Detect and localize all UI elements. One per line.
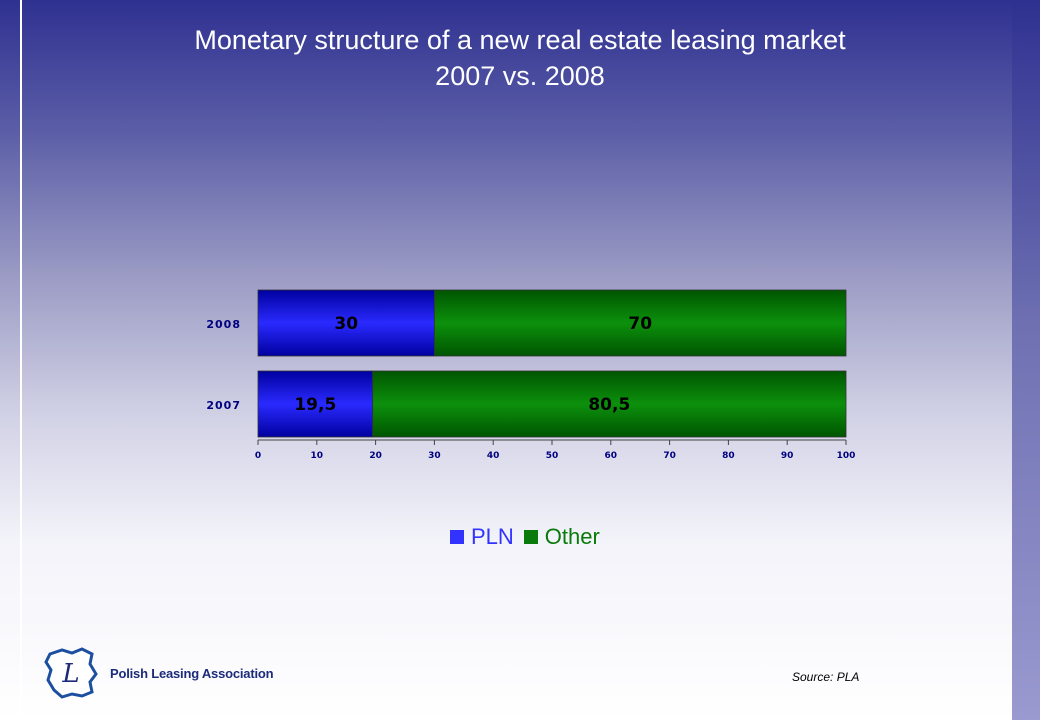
pla-logo: L Polish Leasing Association <box>42 644 274 702</box>
x-tick-label: 20 <box>369 451 382 461</box>
bar-label-pln-2008: 30 <box>334 314 358 334</box>
logo-text: Polish Leasing Association <box>110 665 274 681</box>
x-tick-label: 50 <box>546 451 559 461</box>
x-tick-label: 60 <box>605 451 618 461</box>
x-tick-label: 0 <box>255 451 261 461</box>
category-label-2008: 2008 <box>206 318 241 331</box>
logo-letter: L <box>61 659 79 689</box>
x-tick-label: 70 <box>663 451 676 461</box>
bar-other-2008 <box>433 289 847 357</box>
bar-label-other-2008: 70 <box>628 314 652 334</box>
bar-chart: 30 70 19,5 80,5 2008 2007 0 10 20 30 40 50 60 70 80 90… <box>206 289 856 461</box>
legend-swatch-pln <box>450 530 464 544</box>
chart-legend: PLN Other <box>450 524 610 550</box>
x-tick-label: 40 <box>487 451 500 461</box>
source-note: Source: PLA <box>792 670 860 684</box>
left-rule <box>20 0 22 720</box>
legend-label-pln: PLN <box>471 524 514 549</box>
legend-item-other: Other <box>523 524 600 550</box>
bar-label-other-2007: 80,5 <box>588 395 630 415</box>
x-tick-label: 100 <box>837 451 856 461</box>
x-tick-label: 10 <box>311 451 324 461</box>
bar-pln-2008 <box>257 289 435 357</box>
bar-label-pln-2007: 19,5 <box>294 395 336 415</box>
legend-swatch-other <box>523 530 538 544</box>
legend-label-other: Other <box>544 524 600 549</box>
bar-pln-2007 <box>257 370 374 438</box>
chart-title: Monetary structure of a new real estate … <box>60 22 980 94</box>
chart-title-line2: 2007 vs. 2008 <box>435 61 605 91</box>
x-tick-label: 90 <box>781 451 794 461</box>
right-band <box>1012 0 1040 720</box>
bar-other-2007 <box>372 370 847 438</box>
x-tick-label: 30 <box>428 451 441 461</box>
x-tick-label: 80 <box>722 451 735 461</box>
category-label-2007: 2007 <box>206 399 241 412</box>
chart-title-line1: Monetary structure of a new real estate … <box>194 25 846 55</box>
legend-item-pln: PLN <box>450 524 514 550</box>
poland-map-logo-icon: L <box>44 647 98 699</box>
